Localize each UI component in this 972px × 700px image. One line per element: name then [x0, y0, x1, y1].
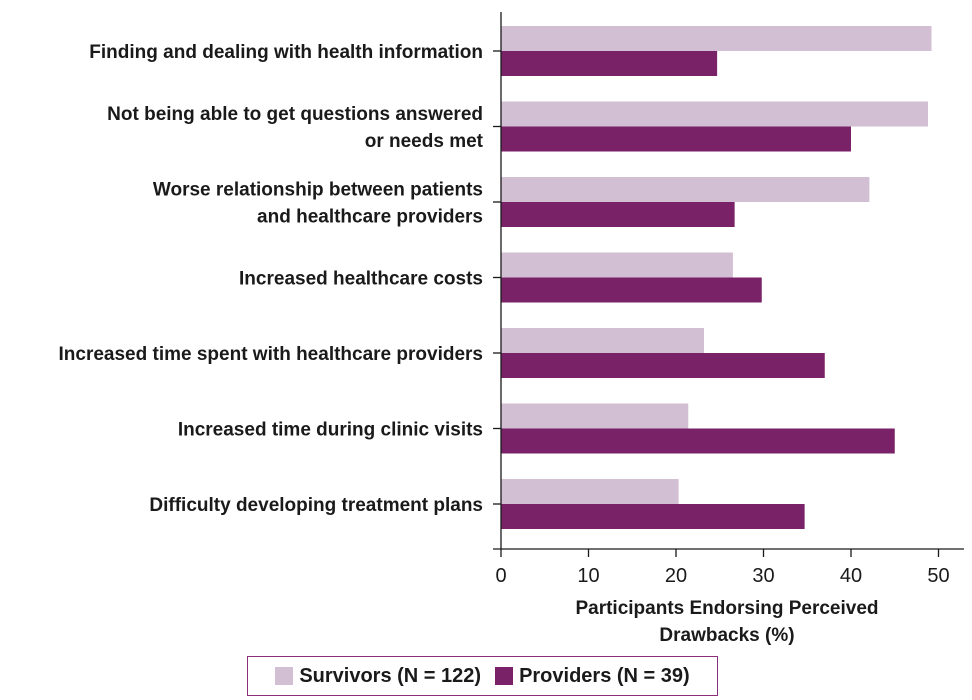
plot-area: Finding and dealing with health informat… [59, 26, 950, 587]
category-label-4-0: Increased time spent with healthcare pro… [59, 344, 483, 365]
x-tick-label-40: 40 [840, 565, 862, 587]
x-axis-title-line-1: Participants Endorsing Perceived [575, 598, 878, 619]
bar-providers-4 [501, 353, 825, 378]
bar-providers-3 [501, 277, 762, 303]
bar-survivors-1 [501, 101, 928, 127]
category-label-2-0: Worse relationship between patients [153, 180, 483, 201]
x-tick-label-30: 30 [752, 565, 774, 587]
legend-swatch-survivors [275, 667, 294, 685]
bar-survivors-6 [501, 479, 679, 504]
category-label-2-1: and healthcare providers [257, 207, 483, 228]
bar-providers-5 [501, 428, 895, 454]
legend-label-survivors: Survivors (N = 122) [299, 664, 482, 687]
bar-providers-6 [501, 504, 805, 529]
category-label-0-0: Finding and dealing with health informat… [89, 42, 483, 63]
legend: Survivors (N = 122) Providers (N = 39) [247, 656, 718, 696]
bar-providers-2 [501, 202, 735, 227]
category-label-5-0: Increased time during clinic visits [178, 420, 483, 441]
category-label-3-0: Increased healthcare costs [239, 269, 483, 290]
bar-survivors-4 [501, 328, 704, 353]
x-tick-label-20: 20 [665, 565, 687, 587]
x-tick-label-0: 0 [495, 565, 506, 587]
category-label-1-0: Not being able to get questions answered [107, 104, 483, 125]
x-tick-label-10: 10 [577, 565, 599, 587]
category-label-6-0: Difficulty developing treatment plans [149, 495, 483, 516]
bar-survivors-0 [501, 26, 932, 51]
bar-survivors-5 [501, 403, 689, 429]
legend-item-providers: Providers (N = 39) [495, 665, 690, 688]
category-label-1-1: or needs met [365, 131, 484, 152]
bar-providers-0 [501, 51, 718, 76]
x-tick-label-50: 50 [927, 565, 949, 587]
x-axis-title-line-2: Drawbacks (%) [659, 625, 794, 646]
bar-chart: Finding and dealing with health informat… [59, 12, 964, 646]
legend-swatch-providers [495, 667, 514, 685]
bar-survivors-2 [501, 177, 870, 202]
legend-item-survivors: Survivors (N = 122) [275, 665, 481, 688]
legend-label-providers: Providers (N = 39) [519, 664, 690, 687]
bar-survivors-3 [501, 252, 733, 278]
bar-providers-1 [501, 126, 851, 152]
